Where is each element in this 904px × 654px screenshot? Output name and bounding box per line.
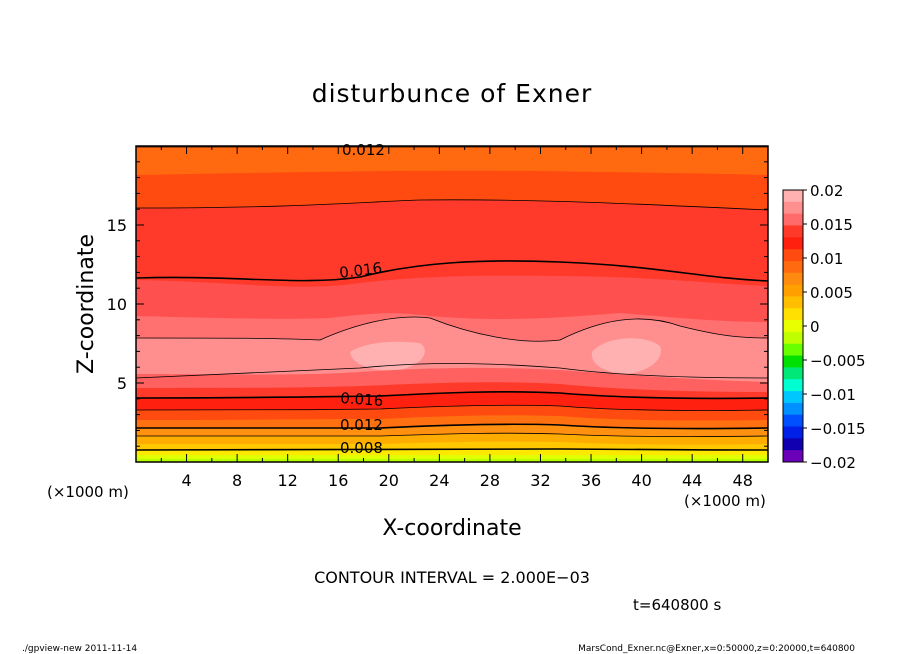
contour-line — [136, 390, 768, 400]
x-tick-label: 16 — [328, 471, 348, 490]
contour-interval-note: CONTOUR INTERVAL = 2.000E−03 — [314, 568, 590, 587]
y-tick-label: 10 — [107, 295, 127, 314]
x-tick-label: 20 — [379, 471, 399, 490]
x-tick-label: 8 — [232, 471, 242, 490]
colorbar-swatch — [783, 355, 803, 368]
contour-label: 0.008 — [340, 439, 383, 457]
colorbar-swatch — [783, 284, 803, 297]
colorbar-swatch — [783, 308, 803, 321]
colorbar — [783, 190, 803, 463]
colorbar-swatch — [783, 379, 803, 392]
contour-label-group: 0.012 0.016 0.016 0.012 0.008 — [338, 141, 385, 457]
contour-lines — [136, 146, 768, 451]
contour-line — [136, 363, 768, 379]
contour-line — [136, 423, 768, 430]
colorbar-swatch — [783, 320, 803, 333]
plot-area — [136, 146, 768, 462]
contour-line — [136, 199, 768, 211]
y-axis: 5 10 15 — [107, 145, 768, 463]
contour-line — [136, 432, 768, 437]
colorbar-tick-label: 0 — [810, 318, 820, 336]
colorbar-swatch — [783, 260, 803, 274]
colorbar-tick-label: −0.015 — [810, 420, 866, 438]
chart-title: disturbunce of Exner — [312, 79, 593, 108]
footer-left: ./gpview-new 2011-11-14 — [22, 644, 137, 654]
y-tick-label: 15 — [107, 216, 127, 235]
colorbar-swatch — [783, 414, 803, 428]
colorbar-swatch — [783, 450, 803, 463]
x-tick-label: 4 — [181, 471, 191, 490]
colorbar-tick-label: 0.005 — [810, 284, 853, 302]
colorbar-tick-label: −0.02 — [810, 454, 856, 472]
x-tick-label: 44 — [682, 471, 702, 490]
colorbar-swatch — [783, 249, 803, 262]
colorbar-swatch — [783, 367, 803, 380]
colorbar-swatch — [783, 402, 803, 416]
colorbar-swatch — [783, 426, 803, 439]
field-band — [350, 341, 425, 371]
contour-label: 0.012 — [340, 416, 383, 434]
colorbar-swatch — [783, 438, 803, 451]
x-axis: 4 8 12 16 20 24 28 32 36 40 44 48 — [135, 146, 769, 490]
x-unit-left: (×1000 m) — [47, 483, 129, 501]
x-tick-label: 36 — [581, 471, 601, 490]
colorbar-tick-label: −0.005 — [810, 352, 866, 370]
colorbar-swatch — [783, 343, 803, 357]
colorbar-tick-label: 0.02 — [810, 182, 843, 200]
colorbar-swatch — [783, 225, 803, 238]
contour-label: 0.016 — [340, 389, 384, 410]
x-tick-label: 32 — [530, 471, 550, 490]
x-tick-label: 28 — [480, 471, 500, 490]
colorbar-tick-label: 0.01 — [810, 250, 843, 268]
footer-right: MarsCond_Exner.nc@Exner,x=0:50000,z=0:20… — [578, 644, 855, 654]
y-tick-label: 5 — [117, 374, 127, 393]
x-tick-label: 48 — [733, 471, 753, 490]
y-axis-label: Z-coordinate — [74, 234, 99, 374]
colorbar-swatch — [783, 296, 803, 309]
x-tick-label: 40 — [631, 471, 651, 490]
colorbar-swatch — [783, 201, 803, 215]
time-stamp: t=640800 s — [633, 596, 721, 614]
x-unit-right: (×1000 m) — [684, 492, 766, 510]
colorbar-swatch — [783, 331, 803, 345]
contour-line — [136, 316, 768, 342]
colorbar-swatch — [783, 272, 803, 286]
colorbar-swatch — [783, 391, 803, 404]
x-tick-label: 24 — [429, 471, 449, 490]
colorbar-labels: 0.02 0.015 0.01 0.005 0 −0.005 −0.01 −0.015 −0.0… — [803, 182, 866, 472]
colorbar-tick-label: 0.015 — [810, 216, 853, 234]
colorbar-swatch — [783, 190, 803, 203]
colorbar-swatch — [783, 237, 803, 250]
colorbar-swatch — [783, 213, 803, 226]
x-axis-label: X-coordinate — [382, 516, 521, 541]
x-tick-label: 12 — [278, 471, 298, 490]
colorbar-tick-label: −0.01 — [810, 386, 856, 404]
contour-line — [136, 260, 768, 282]
field-band — [591, 338, 661, 374]
contour-line — [136, 448, 768, 451]
contour-line — [136, 404, 768, 411]
contour-label: 0.016 — [338, 259, 383, 282]
